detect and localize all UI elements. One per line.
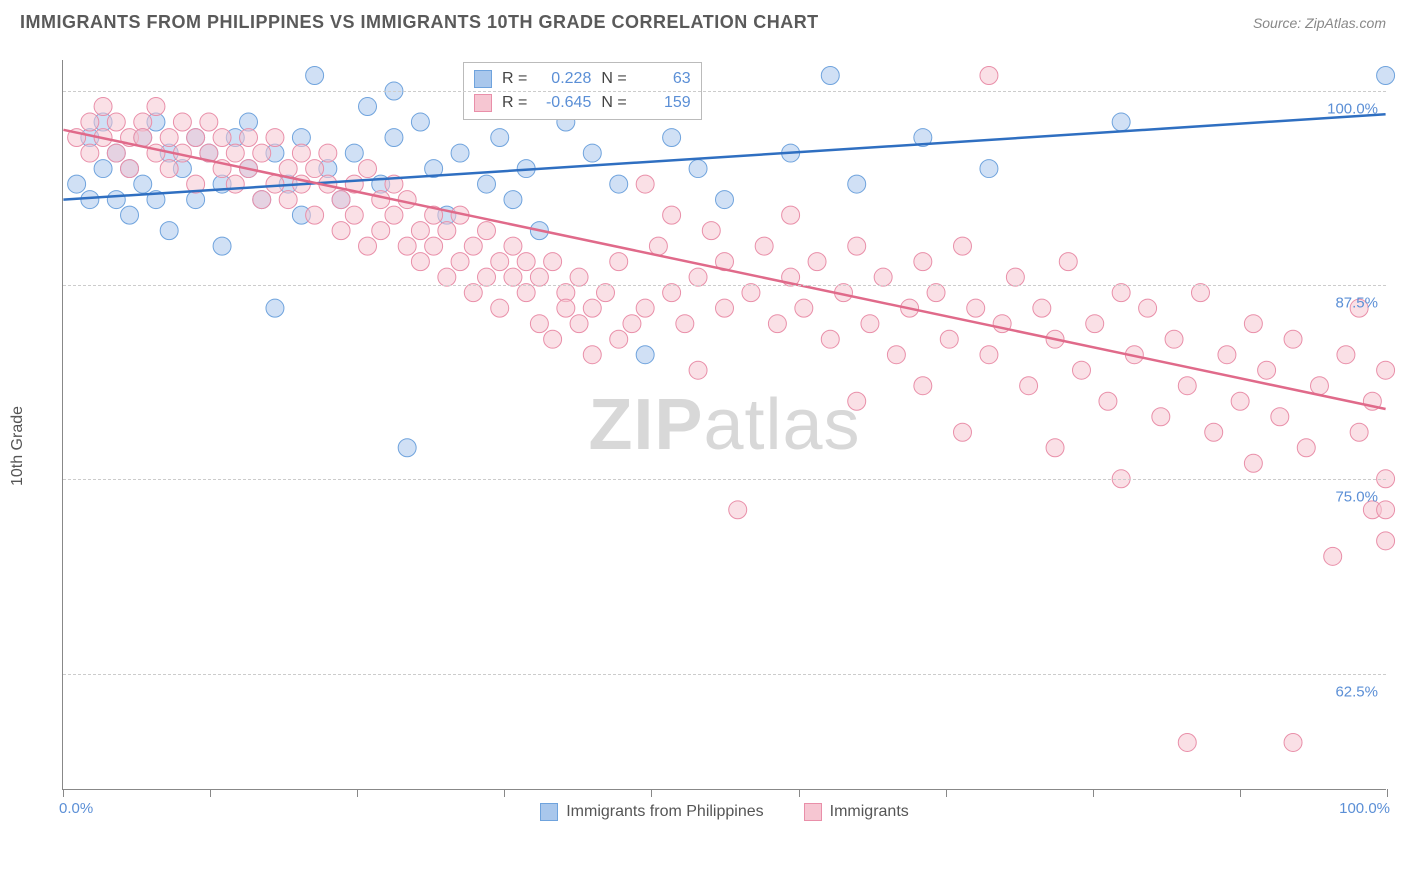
y-tick-label: 100.0% <box>1327 101 1378 118</box>
stats-row-series1: R = 0.228 N = 63 <box>474 67 691 91</box>
x-tick <box>799 789 800 797</box>
x-tick <box>946 789 947 797</box>
stat-n-label: N = <box>601 91 626 115</box>
legend-swatch-1 <box>540 803 558 821</box>
stat-r-label: R = <box>502 67 527 91</box>
x-tick <box>210 789 211 797</box>
stat-n-label: N = <box>601 67 626 91</box>
x-tick <box>1093 789 1094 797</box>
x-tick <box>63 789 64 797</box>
y-tick-label: 62.5% <box>1335 683 1378 700</box>
bottom-legend: Immigrants from Philippines Immigrants <box>63 803 1386 821</box>
gridline <box>63 91 1386 92</box>
y-tick-label: 75.0% <box>1335 489 1378 506</box>
x-axis-max-label: 100.0% <box>1339 800 1390 817</box>
x-tick <box>651 789 652 797</box>
gridline <box>63 479 1386 480</box>
chart-title: IMMIGRANTS FROM PHILIPPINES VS IMMIGRANT… <box>20 12 819 33</box>
stat-n-value-1: 63 <box>637 67 691 91</box>
x-tick <box>1240 789 1241 797</box>
scatter-plot-svg <box>63 60 1386 789</box>
x-tick <box>357 789 358 797</box>
chart-plot-area: ZIPatlas R = 0.228 N = 63 R = -0.645 N =… <box>62 60 1386 790</box>
x-tick <box>1387 789 1388 797</box>
swatch-series2 <box>474 94 492 112</box>
x-tick <box>504 789 505 797</box>
stat-r-label: R = <box>502 91 527 115</box>
stat-n-value-2: 159 <box>637 91 691 115</box>
legend-label-2: Immigrants <box>830 803 909 821</box>
legend-swatch-2 <box>804 803 822 821</box>
y-axis-label: 10th Grade <box>9 406 27 486</box>
stats-row-series2: R = -0.645 N = 159 <box>474 91 691 115</box>
stat-r-value-1: 0.228 <box>537 67 591 91</box>
source-attribution: Source: ZipAtlas.com <box>1253 15 1386 31</box>
y-tick-label: 87.5% <box>1335 295 1378 312</box>
legend-item-series1: Immigrants from Philippines <box>540 803 763 821</box>
swatch-series1 <box>474 70 492 88</box>
gridline <box>63 674 1386 675</box>
legend-label-1: Immigrants from Philippines <box>566 803 763 821</box>
gridline <box>63 285 1386 286</box>
x-axis-min-label: 0.0% <box>59 800 93 817</box>
stat-r-value-2: -0.645 <box>537 91 591 115</box>
legend-item-series2: Immigrants <box>804 803 909 821</box>
